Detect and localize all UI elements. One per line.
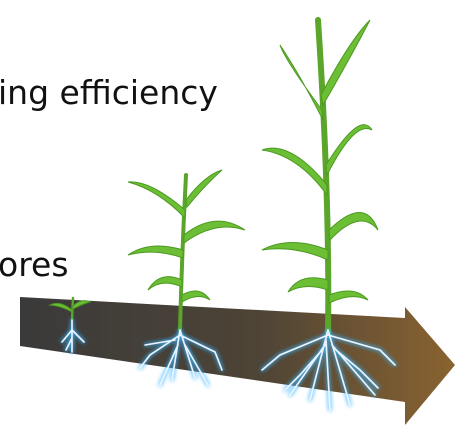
large-plant bbox=[261, 17, 396, 411]
text-line: ores bbox=[0, 245, 69, 284]
text-line: ing efficiency bbox=[0, 73, 218, 112]
small-plant bbox=[48, 296, 92, 353]
growth-arrow bbox=[20, 297, 455, 425]
medium-plant bbox=[127, 169, 246, 386]
